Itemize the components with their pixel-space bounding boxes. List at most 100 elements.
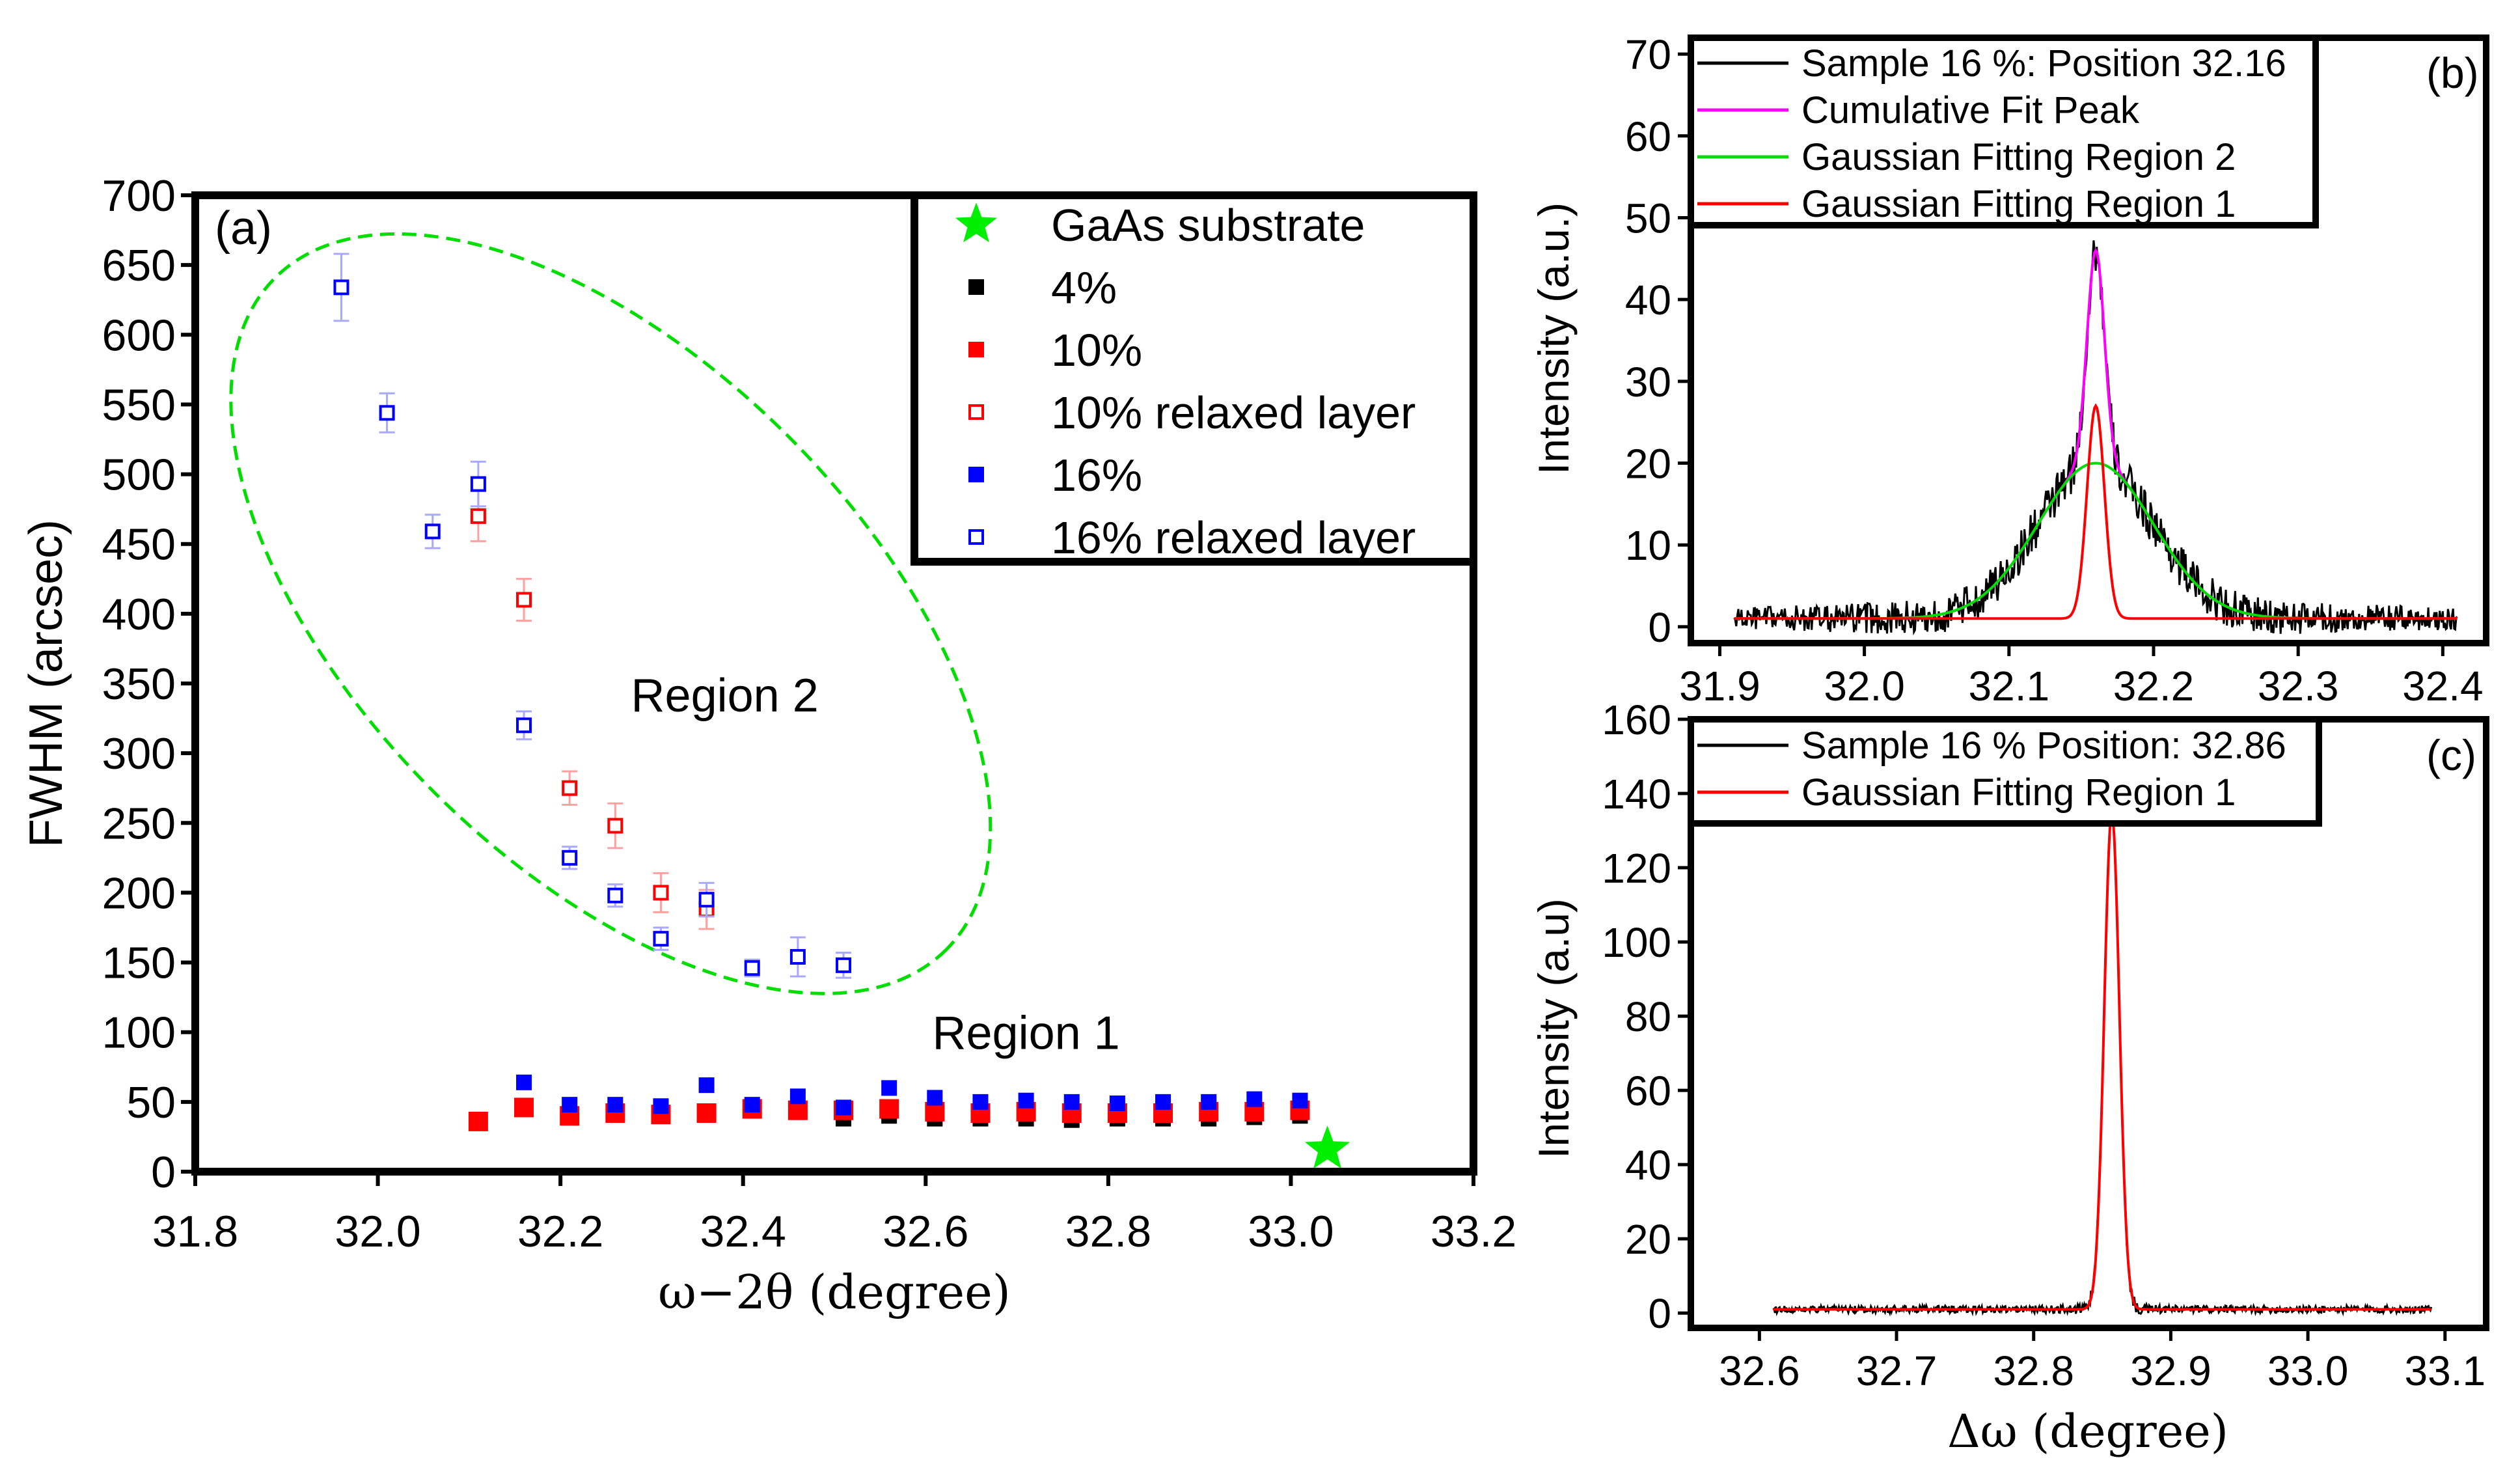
panel-c-plot-area [1772,806,2433,1317]
y-tick-label: 250 [102,799,176,848]
panel-c: 32.6 32.7 32.8 32.9 33.0 33.1 0 20 40 60 80 100 120 1… [1529,696,2489,1458]
data-point [1201,1094,1217,1110]
data-point [1292,1092,1308,1109]
data-point [607,818,623,834]
data-point [698,1077,715,1094]
data-point [562,1097,578,1113]
y-tick-label: 150 [102,939,176,988]
y-tick-label: 500 [102,450,176,500]
data-point [968,342,984,357]
y-tick-label: 10 [1625,522,1671,569]
series-line-2 [1734,462,2458,620]
data-point [1063,1094,1080,1110]
y-tick-label: 50 [1625,195,1671,241]
y-tick-label: 400 [102,590,176,639]
x-tick-label: 33.2 [1431,1207,1516,1256]
x-tick-label: 32.8 [1065,1207,1151,1256]
y-tick-label: 350 [102,659,176,709]
panel-b-plot-area [1733,240,2458,636]
y-tick-label: 40 [1625,277,1671,324]
y-tick-label: 200 [102,868,176,918]
y-tick-label: 70 [1625,31,1671,78]
legend-label: Sample 16 % Position: 32.86 [1801,724,2286,767]
legend-label: 10% relaxed layer [1051,387,1416,438]
data-point [698,892,715,908]
x-tick-label: 33.0 [2267,1347,2349,1394]
y-tick-label: 100 [102,1008,176,1058]
data-point [744,960,760,976]
data-point [744,1097,760,1113]
y-tick-label: 60 [1625,1068,1671,1114]
panel-a-legend-box [911,191,1477,566]
legend-label: 4% [1051,262,1117,313]
y-tick-label: 20 [1625,1216,1671,1263]
x-tick-label: 33.1 [2405,1347,2486,1394]
y-tick-label: 450 [102,520,176,570]
data-point [516,1074,532,1090]
panel-b: 31.9 32.0 32.1 32.2 32.3 32.4010203040506070 … [1529,31,2489,710]
y-tick-label: 50 [126,1078,176,1127]
data-point [653,1098,669,1114]
data-point [836,1099,852,1116]
series-line-1 [1734,247,2458,620]
data-point [607,887,623,903]
x-tick-label: 32.0 [1824,663,1905,710]
legend-label: Gaussian Fitting Region 2 [1801,136,2236,178]
panel-c-axes: 32.6 32.7 32.8 32.9 33.0 33.1 0 20 40 60 80 100 120 1… [1602,696,2486,1394]
y-tick-label: 20 [1625,441,1671,488]
x-tick-label: 32.2 [517,1207,603,1256]
panel-a: Region 2 Region 1 31.8 32.0 32.2 32.4 32.6 32.… [20,171,1517,1319]
legend-label: 16% [1051,450,1142,501]
data-point [468,1111,488,1131]
region-2-ellipse [229,232,993,995]
panel-a-axes: 31.8 32.0 32.2 32.4 32.6 32.8 33.0 33.2 0 50 100 15… [102,171,1517,1256]
data-point [972,1094,989,1110]
data-point [1155,1094,1171,1110]
legend-label: Gaussian Fitting Region 1 [1801,771,2236,814]
data-point [653,931,669,947]
legend-label: Gaussian Fitting Region 1 [1801,183,2236,225]
panel-b-y-axis-label: Intensity (a.u.) [1529,202,1578,475]
x-tick-label: 32.3 [2258,663,2339,710]
x-tick-label: 32.2 [2113,663,2195,710]
y-tick-label: 140 [1602,771,1671,818]
data-point [968,529,984,545]
panel-c-label: (c) [2426,731,2476,779]
panel-a-x-axis-label: ω−2θ (degree) [658,1265,1011,1319]
x-tick-label: 31.9 [1679,663,1760,710]
series-16-relaxed-layer [333,253,852,979]
data-point [333,279,349,296]
x-tick-label: 32.4 [700,1207,786,1256]
data-point [562,780,578,796]
data-point [968,279,984,295]
data-point [607,1097,623,1113]
panel-a-plot-area: Region 2 Region 1 [229,232,1350,1169]
data-point [968,404,984,420]
y-tick-label: 650 [102,241,176,290]
data-point [879,1099,899,1119]
series-line-1 [1773,807,2431,1311]
series-10- [468,1097,1310,1131]
y-tick-label: 0 [151,1148,176,1197]
legend-label: Sample 16 %: Position 32.16 [1801,42,2286,85]
data-point-star [1304,1125,1350,1169]
panel-a-label: (a) [215,202,272,255]
data-point [424,523,441,540]
data-point [653,885,669,901]
legend-label: GaAs substrate [1051,200,1365,251]
data-point [968,467,984,482]
data-point [470,508,486,524]
y-tick-label: 600 [102,310,176,360]
data-point [789,949,806,965]
data-point [562,849,578,866]
legend-label: Cumulative Fit Peak [1801,89,2140,131]
y-tick-label: 80 [1625,993,1671,1040]
x-tick-label: 32.0 [335,1207,420,1256]
region-annotation: Region 2 [631,670,819,722]
y-tick-label: 700 [102,171,176,221]
y-tick-label: 100 [1602,919,1671,966]
region-annotation: Region 1 [932,1007,1119,1059]
panel-c-legend-box [1688,716,2322,827]
data-point [379,405,395,421]
